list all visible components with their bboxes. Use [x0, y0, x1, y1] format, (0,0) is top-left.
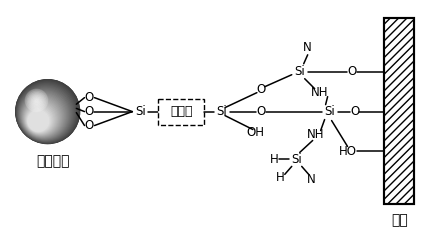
Circle shape	[22, 96, 63, 137]
Text: 基材: 基材	[391, 213, 408, 227]
Text: H: H	[275, 171, 284, 184]
Circle shape	[21, 93, 67, 138]
Circle shape	[28, 109, 50, 132]
Text: O: O	[256, 105, 266, 118]
Circle shape	[21, 93, 66, 138]
Text: Si: Si	[324, 105, 335, 118]
Text: Si: Si	[217, 105, 227, 118]
Text: O: O	[256, 83, 266, 96]
Circle shape	[28, 92, 45, 109]
Text: O: O	[85, 91, 94, 104]
Bar	[385, 18, 414, 204]
Circle shape	[16, 81, 79, 143]
Text: OH: OH	[246, 126, 264, 139]
Text: N: N	[307, 173, 316, 186]
Circle shape	[16, 82, 77, 143]
Circle shape	[17, 83, 76, 142]
Circle shape	[24, 99, 60, 136]
Circle shape	[19, 88, 71, 140]
Text: O: O	[350, 105, 359, 118]
Text: Si: Si	[135, 105, 146, 118]
Text: N: N	[303, 41, 312, 54]
Circle shape	[31, 95, 42, 106]
Text: 纳米颗粒: 纳米颗粒	[36, 154, 69, 168]
Circle shape	[18, 86, 73, 141]
Circle shape	[20, 91, 68, 139]
Circle shape	[26, 106, 53, 133]
Circle shape	[16, 80, 79, 144]
Text: H: H	[270, 153, 278, 166]
Circle shape	[16, 80, 79, 144]
Circle shape	[28, 111, 49, 131]
Circle shape	[20, 89, 70, 140]
Circle shape	[24, 100, 59, 135]
Text: 聚合物: 聚合物	[170, 105, 192, 118]
Text: O: O	[85, 105, 94, 118]
Circle shape	[22, 95, 65, 138]
Circle shape	[18, 85, 74, 141]
Text: NH: NH	[307, 128, 325, 141]
Bar	[158, 99, 204, 125]
Circle shape	[26, 104, 55, 134]
Circle shape	[32, 96, 41, 105]
Circle shape	[19, 87, 72, 141]
Circle shape	[34, 98, 39, 103]
Circle shape	[25, 103, 56, 134]
Bar	[385, 18, 414, 204]
Circle shape	[25, 102, 57, 135]
Circle shape	[20, 90, 69, 139]
Circle shape	[25, 89, 48, 112]
Circle shape	[26, 105, 54, 133]
Text: HO: HO	[338, 145, 357, 158]
Text: O: O	[85, 119, 94, 132]
Circle shape	[23, 98, 61, 136]
Circle shape	[35, 99, 38, 102]
Circle shape	[27, 107, 52, 132]
Text: O: O	[347, 65, 356, 78]
Circle shape	[23, 97, 63, 137]
Circle shape	[27, 91, 46, 110]
Text: Si: Si	[291, 153, 302, 166]
Circle shape	[17, 84, 75, 142]
Circle shape	[24, 101, 58, 135]
Circle shape	[29, 93, 44, 107]
Circle shape	[27, 108, 51, 132]
Text: NH: NH	[311, 86, 329, 99]
Text: Si: Si	[294, 65, 305, 78]
